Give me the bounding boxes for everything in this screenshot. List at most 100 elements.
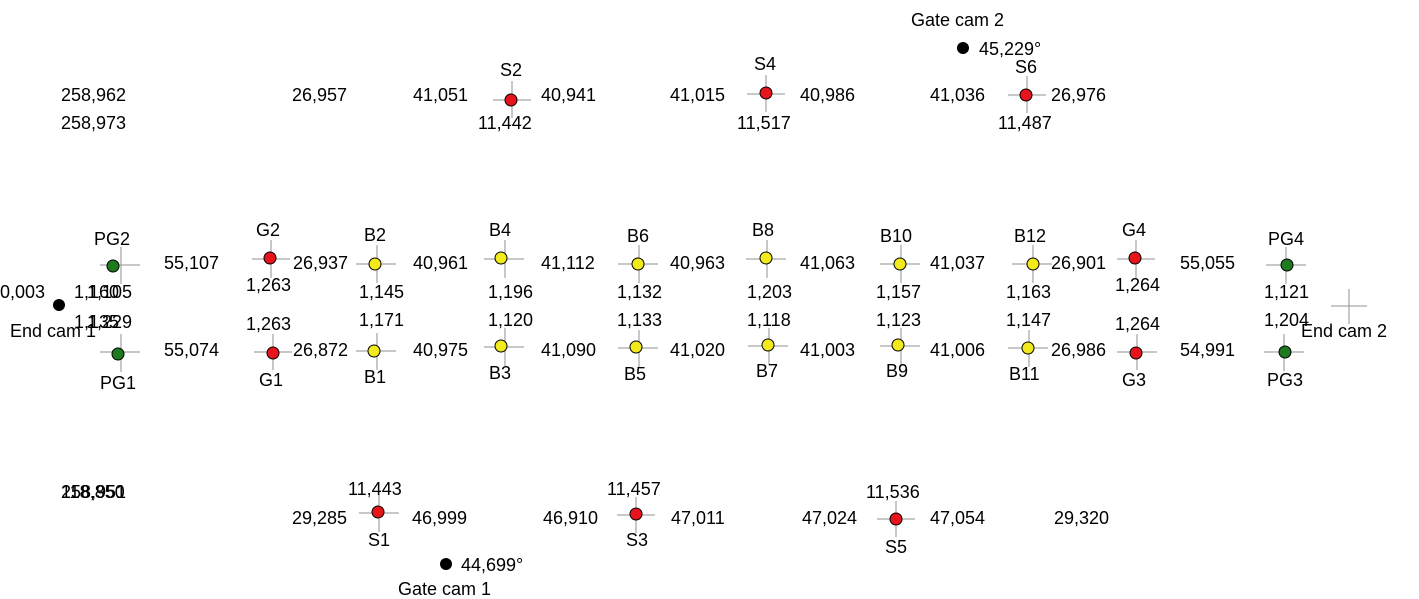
pad-marker-b10	[893, 257, 907, 271]
pad-marker-g3	[1129, 346, 1143, 360]
bottom-span-4: 41,090	[541, 340, 596, 360]
pad-label-b9: B9	[886, 361, 908, 381]
pad-label-g1: G1	[259, 370, 283, 390]
s6-left-value: 41,036	[930, 85, 985, 105]
b12-below-value: 1,163	[1006, 282, 1051, 302]
pg1-value-a: 1,135	[74, 312, 119, 332]
pad-marker-b12	[1026, 257, 1040, 271]
s3-left-value: 46,910	[543, 508, 598, 528]
b6-below-value: 1,132	[617, 282, 662, 302]
gate-cam-1-label: Gate cam 1	[398, 579, 491, 599]
pad-marker-b4	[494, 251, 508, 265]
pad-marker-pg1	[111, 347, 125, 361]
b1-above-value: 1,171	[359, 310, 404, 330]
top-span-3: 40,961	[413, 253, 468, 273]
pad-label-pg2: PG2	[94, 229, 130, 249]
s4-left-value: 41,015	[670, 85, 725, 105]
pad-label-g4: G4	[1122, 220, 1146, 240]
b5-above-value: 1,133	[617, 310, 662, 330]
pad-label-b4: B4	[489, 220, 511, 240]
pad-marker-pg2	[106, 259, 120, 273]
pad-marker-b11	[1021, 341, 1035, 355]
pad-label-g2: G2	[256, 220, 280, 240]
s4-right-value: 40,986	[800, 85, 855, 105]
g1-above-value: 1,263	[246, 314, 291, 334]
crosshairs	[100, 75, 1367, 537]
gate-cam-2-marker	[957, 42, 969, 54]
b10-below-value: 1,157	[876, 282, 921, 302]
pad-marker-s4	[759, 86, 773, 100]
pad-marker-b6	[631, 257, 645, 271]
upper-gap-value: 26,957	[292, 85, 347, 105]
pad-marker-s6	[1019, 88, 1033, 102]
b8-below-value: 1,203	[747, 282, 792, 302]
bottom-span-6: 41,003	[800, 340, 855, 360]
top-left-value-a: 258,962	[61, 85, 126, 105]
s1-above-value: 11,443	[348, 479, 402, 499]
pad-marker-b7	[761, 338, 775, 352]
pad-marker-s3	[629, 507, 643, 521]
g3-above-value: 1,264	[1115, 314, 1160, 334]
lower-gap-value: 29,320	[1054, 508, 1109, 528]
top-span-8: 26,901	[1051, 253, 1106, 273]
pad-marker-b9	[891, 338, 905, 352]
pad-label-b8: B8	[752, 220, 774, 240]
pad-label-b1: B1	[364, 367, 386, 387]
pad-marker-s5	[889, 512, 903, 526]
bottom-span-1: 55,074	[164, 340, 219, 360]
pad-label-s6: S6	[1015, 57, 1037, 77]
pg3-above-value: 1,204	[1264, 310, 1309, 330]
end-cam-1-value: 0,003	[0, 282, 45, 302]
end-cam-2-label: End cam 2	[1301, 321, 1387, 341]
s1-right-value: 46,999	[412, 508, 467, 528]
top-span-5: 40,963	[670, 253, 725, 273]
s3-right-value: 47,011	[671, 508, 725, 528]
g4-below-value: 1,264	[1115, 275, 1160, 295]
pad-marker-s2	[504, 93, 518, 107]
s6-below-value: 11,487	[998, 113, 1052, 133]
top-span-2: 26,937	[293, 253, 348, 273]
bottom-left-value-b: 118,850	[61, 482, 125, 502]
bottom-span-3: 40,975	[413, 340, 468, 360]
top-span-7: 41,037	[930, 253, 985, 273]
top-span-9: 55,055	[1180, 253, 1235, 273]
b2-below-value: 1,145	[359, 282, 404, 302]
s2-right-value: 40,941	[541, 85, 596, 105]
pg4-below-value: 1,121	[1264, 282, 1309, 302]
b9-above-value: 1,123	[876, 310, 921, 330]
s2-left-value: 41,051	[413, 85, 468, 105]
pad-label-pg1: PG1	[100, 373, 136, 393]
pad-label-s5: S5	[885, 537, 907, 557]
pg2-value-a: 1,160	[74, 282, 119, 302]
top-left-value-b: 258,973	[61, 113, 126, 133]
pad-marker-b2	[368, 257, 382, 271]
pad-label-b3: B3	[489, 363, 511, 383]
pad-label-s2: S2	[500, 60, 522, 80]
s5-left-value: 47,024	[802, 508, 857, 528]
pad-marker-pg3	[1278, 345, 1292, 359]
end-cam-1-marker	[53, 299, 65, 311]
bottom-left-value-a: 258,951	[61, 482, 126, 502]
pad-label-b2: B2	[364, 225, 386, 245]
pad-marker-g2	[263, 251, 277, 265]
s5-above-value: 11,536	[866, 482, 920, 502]
pad-marker-b5	[629, 340, 643, 354]
s6-right-value: 26,976	[1051, 85, 1106, 105]
gate-cam-2-angle: 45,229°	[979, 39, 1041, 59]
pad-label-pg3: PG3	[1267, 370, 1303, 390]
s3-above-value: 11,457	[607, 479, 661, 499]
g2-below-value: 1,263	[246, 275, 291, 295]
pad-label-g3: G3	[1122, 370, 1146, 390]
bottom-span-7: 41,006	[930, 340, 985, 360]
pad-marker-s1	[371, 505, 385, 519]
bottom-span-2: 26,872	[293, 340, 348, 360]
end-cam-1-label: End cam 1	[10, 321, 96, 341]
top-span-6: 41,063	[800, 253, 855, 273]
s2-below-value: 11,442	[478, 113, 532, 133]
top-span-1: 55,107	[164, 253, 219, 273]
pad-marker-b1	[367, 344, 381, 358]
pad-label-b11: B11	[1009, 364, 1040, 384]
pad-label-b7: B7	[756, 361, 778, 381]
pad-label-pg4: PG4	[1268, 229, 1304, 249]
